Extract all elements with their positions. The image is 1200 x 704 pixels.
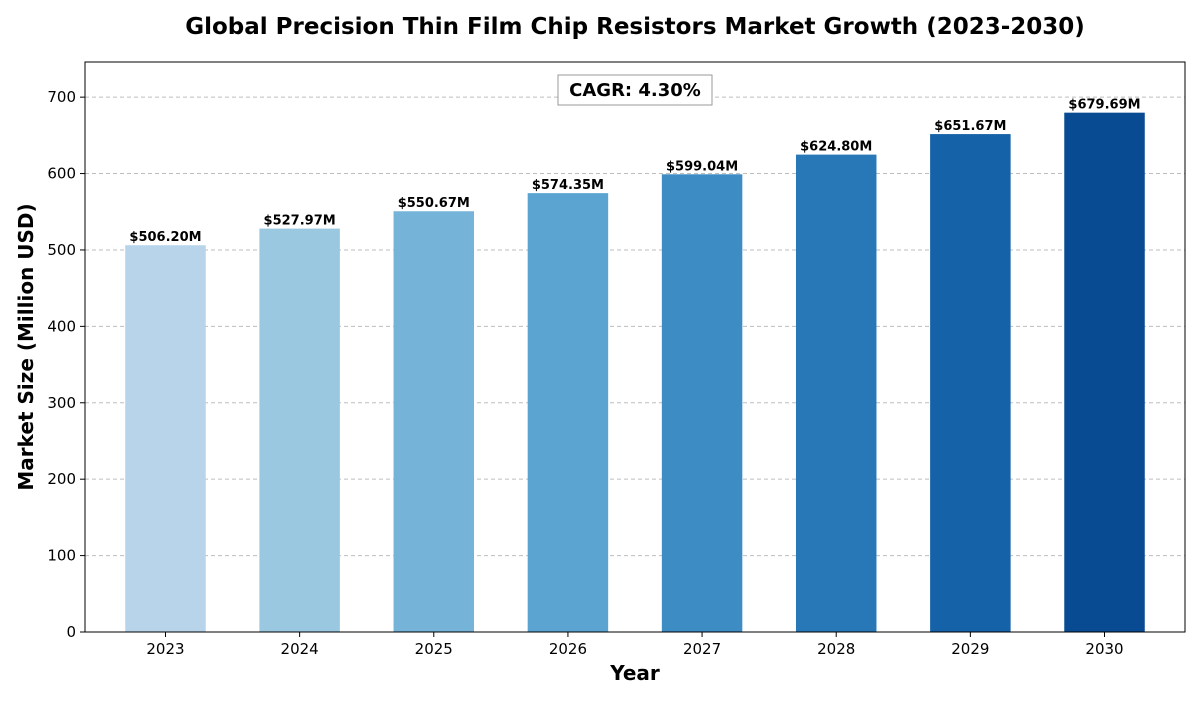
bar-2024 — [259, 228, 340, 632]
x-tick-label-2025: 2025 — [415, 640, 453, 658]
grid-lines — [85, 96, 1185, 557]
bar-2030 — [1064, 112, 1145, 632]
x-tick-label-2024: 2024 — [281, 640, 319, 658]
y-tick-label: 500 — [47, 241, 76, 259]
cagr-annotation-box — [557, 74, 713, 106]
y-tick-label: 0 — [66, 623, 76, 641]
bar-2029 — [930, 134, 1011, 632]
y-tick-label: 400 — [47, 317, 76, 335]
x-tick-label-2029: 2029 — [951, 640, 989, 658]
cagr-annotation: CAGR: 4.30% — [557, 74, 713, 106]
data-label-2026: $574.35M — [532, 178, 604, 193]
data-label-2027: $599.04M — [666, 159, 738, 174]
y-tick-label: 200 — [47, 470, 76, 488]
bar-2025 — [393, 211, 475, 633]
data-label-2029: $651.67M — [934, 119, 1006, 134]
data-label-2024: $527.97M — [264, 214, 336, 229]
y-tick-label: 100 — [47, 547, 76, 565]
data-labels: $506.20M $527.97M $550.67M $574.35M $599.04M… — [129, 98, 1140, 246]
cagr-annotation-text: CAGR: 4.30% — [569, 80, 701, 101]
data-label-2025: $550.67M — [398, 196, 470, 211]
data-label-2030: $679.69M — [1068, 98, 1140, 113]
y-axis-ticks: 0 100 200 300 400 500 600 700 — [47, 88, 85, 641]
bar-2027 — [661, 174, 743, 633]
x-tick-label-2028: 2028 — [817, 640, 855, 658]
x-tick-label-2027: 2027 — [683, 640, 721, 658]
data-label-2023: $506.20M — [129, 230, 201, 245]
x-tick-label-2023: 2023 — [146, 640, 184, 658]
bar-2028 — [795, 154, 877, 632]
bar-2026 — [527, 193, 609, 632]
x-tick-label-2030: 2030 — [1085, 640, 1123, 658]
plot-area-frame — [84, 61, 1186, 633]
y-tick-label: 700 — [47, 88, 76, 106]
y-tick-label: 600 — [47, 165, 76, 183]
bars — [125, 112, 1145, 633]
chart-title: Global Precision Thin Film Chip Resistor… — [185, 14, 1085, 40]
x-axis-label: Year — [609, 661, 660, 685]
bar-2023 — [125, 245, 206, 632]
data-label-2028: $624.80M — [800, 140, 872, 155]
y-axis-label: Market Size (Million USD) — [14, 203, 38, 490]
x-axis-ticks: 2023 2024 2025 2026 2027 2028 2029 2030 — [146, 632, 1124, 658]
x-tick-label-2026: 2026 — [549, 640, 587, 658]
y-tick-label: 300 — [47, 394, 76, 412]
